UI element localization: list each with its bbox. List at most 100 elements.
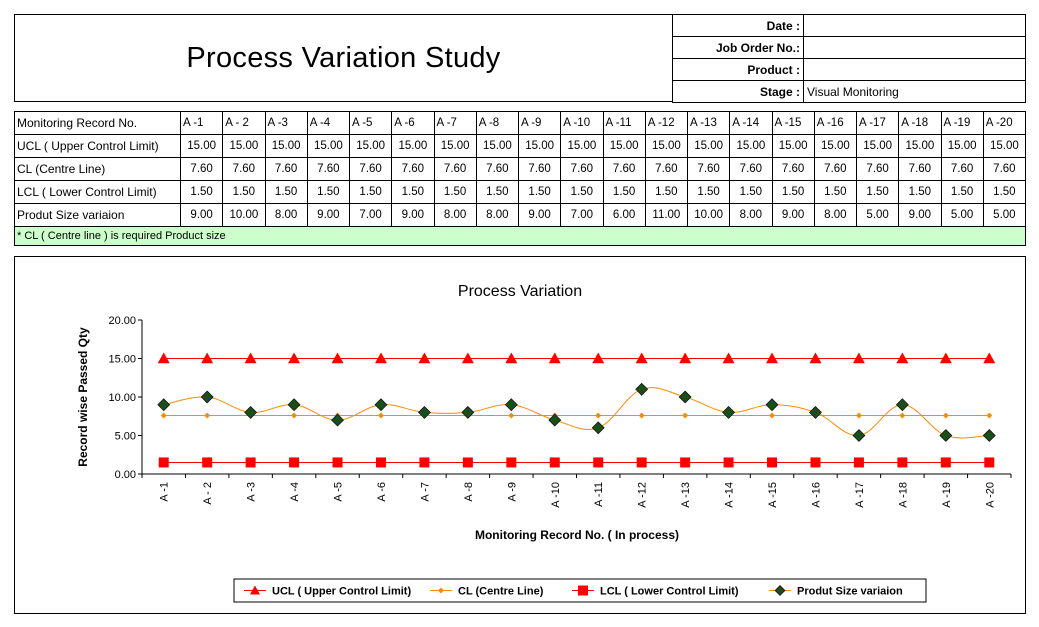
value-cell[interactable]: 9.00 xyxy=(517,203,562,227)
value-cell[interactable]: 15.00 xyxy=(982,134,1027,158)
value-cell[interactable]: 1.50 xyxy=(560,180,604,204)
value-cell[interactable]: 10.00 xyxy=(686,203,731,227)
value-cell[interactable]: 7.60 xyxy=(940,157,984,181)
value-cell[interactable]: 1.50 xyxy=(602,180,646,204)
ucl-point xyxy=(809,352,822,364)
value-cell[interactable]: 1.50 xyxy=(179,180,224,204)
value-cell[interactable]: 15.00 xyxy=(813,134,858,158)
value-cell[interactable]: 15.00 xyxy=(433,134,477,158)
value-cell[interactable]: 15.00 xyxy=(348,134,393,158)
value-cell[interactable]: 15.00 xyxy=(771,134,815,158)
value-cell[interactable]: 15.00 xyxy=(391,134,435,158)
value-cell[interactable]: 7.60 xyxy=(898,157,942,181)
lcl-point xyxy=(158,457,169,468)
value-cell[interactable]: 15.00 xyxy=(855,134,900,158)
value-cell[interactable]: 1.50 xyxy=(813,180,858,204)
value-cell[interactable]: 1.50 xyxy=(686,180,731,204)
value-cell[interactable]: 7.60 xyxy=(855,157,900,181)
value-cell[interactable]: 1.50 xyxy=(517,180,562,204)
value-cell[interactable]: 1.50 xyxy=(771,180,815,204)
value-cell[interactable]: 7.60 xyxy=(433,157,477,181)
value-cell[interactable]: 1.50 xyxy=(940,180,984,204)
value-cell[interactable]: 7.60 xyxy=(644,157,689,181)
date-value[interactable] xyxy=(803,14,1026,37)
value-cell[interactable]: 7.00 xyxy=(348,203,393,227)
value-cell[interactable]: 6.00 xyxy=(602,203,646,227)
value-cell[interactable]: 5.00 xyxy=(982,203,1027,227)
value-cell[interactable]: 7.60 xyxy=(982,157,1027,181)
value-cell[interactable]: 8.00 xyxy=(433,203,477,227)
value-cell[interactable]: 15.00 xyxy=(222,134,266,158)
value-cell[interactable]: 15.00 xyxy=(602,134,646,158)
value-cell[interactable]: 7.60 xyxy=(560,157,604,181)
value-cell[interactable]: 1.50 xyxy=(433,180,477,204)
value-cell[interactable]: 15.00 xyxy=(517,134,562,158)
value-cell[interactable]: 5.00 xyxy=(940,203,984,227)
value-cell[interactable]: 15.00 xyxy=(686,134,731,158)
value-cell[interactable]: 1.50 xyxy=(898,180,942,204)
value-cell[interactable]: 7.60 xyxy=(348,157,393,181)
value-cell[interactable]: 7.60 xyxy=(264,157,308,181)
value-cell[interactable]: 9.00 xyxy=(391,203,435,227)
product-value[interactable] xyxy=(803,58,1026,81)
cl-point xyxy=(595,412,602,419)
value-cell[interactable]: 7.60 xyxy=(222,157,266,181)
value-cell[interactable]: 1.50 xyxy=(348,180,393,204)
lcl-point xyxy=(680,457,691,468)
x-tick-label: A - 2 xyxy=(202,482,214,505)
value-cell[interactable]: 15.00 xyxy=(560,134,604,158)
product-size-row: Produt Size variaion 9.00 10.00 8.00 9.00 7.0… xyxy=(14,203,1027,227)
value-cell[interactable]: 11.00 xyxy=(644,203,689,227)
y-tick-label: 15.00 xyxy=(108,354,136,366)
value-cell[interactable]: 1.50 xyxy=(264,180,308,204)
value-cell[interactable]: 7.60 xyxy=(179,157,224,181)
value-cell[interactable]: 8.00 xyxy=(813,203,858,227)
value-cell[interactable]: 15.00 xyxy=(179,134,224,158)
value-cell[interactable]: 15.00 xyxy=(475,134,520,158)
value-cell[interactable]: 15.00 xyxy=(306,134,351,158)
cl-point xyxy=(942,412,949,419)
value-cell[interactable]: 9.00 xyxy=(771,203,815,227)
value-cell[interactable]: 1.50 xyxy=(306,180,351,204)
value-cell[interactable]: 7.60 xyxy=(475,157,520,181)
value-cell[interactable]: 7.60 xyxy=(813,157,858,181)
value-cell[interactable]: 10.00 xyxy=(222,203,266,227)
value-cell[interactable]: 7.60 xyxy=(686,157,731,181)
value-cell[interactable]: 9.00 xyxy=(898,203,942,227)
value-cell[interactable]: 15.00 xyxy=(898,134,942,158)
cl-point xyxy=(204,412,211,419)
value-cell[interactable]: 7.60 xyxy=(306,157,351,181)
value-cell[interactable]: 1.50 xyxy=(222,180,266,204)
value-cell[interactable]: 1.50 xyxy=(982,180,1027,204)
value-cell[interactable]: 9.00 xyxy=(306,203,351,227)
value-cell[interactable]: 7.60 xyxy=(602,157,646,181)
value-cell[interactable]: 7.60 xyxy=(729,157,773,181)
value-cell[interactable]: 15.00 xyxy=(264,134,308,158)
stage-label: Stage : xyxy=(672,80,804,103)
job-order-value[interactable] xyxy=(803,36,1026,59)
value-cell[interactable]: 8.00 xyxy=(729,203,773,227)
value-cell[interactable]: 15.00 xyxy=(729,134,773,158)
value-cell[interactable]: 8.00 xyxy=(475,203,520,227)
value-cell[interactable]: 7.60 xyxy=(391,157,435,181)
value-cell[interactable]: 7.60 xyxy=(771,157,815,181)
stage-value[interactable]: Visual Monitoring xyxy=(803,80,1026,103)
value-cell[interactable]: 1.50 xyxy=(644,180,689,204)
value-cell[interactable]: 1.50 xyxy=(729,180,773,204)
value-cell[interactable]: 1.50 xyxy=(391,180,435,204)
record-header-cell: A -4 xyxy=(306,111,351,135)
record-header-cell: A -3 xyxy=(264,111,308,135)
ucl-point xyxy=(418,352,431,364)
value-cell[interactable]: 15.00 xyxy=(940,134,984,158)
x-tick-label: A -12 xyxy=(637,482,649,508)
value-cell[interactable]: 7.60 xyxy=(517,157,562,181)
value-cell[interactable]: 1.50 xyxy=(855,180,900,204)
value-cell[interactable]: 8.00 xyxy=(264,203,308,227)
lcl-point xyxy=(375,457,386,468)
value-cell[interactable]: 9.00 xyxy=(179,203,224,227)
x-tick-label: A -4 xyxy=(289,482,301,502)
value-cell[interactable]: 5.00 xyxy=(855,203,900,227)
value-cell[interactable]: 1.50 xyxy=(475,180,520,204)
value-cell[interactable]: 7.00 xyxy=(560,203,604,227)
value-cell[interactable]: 15.00 xyxy=(644,134,689,158)
